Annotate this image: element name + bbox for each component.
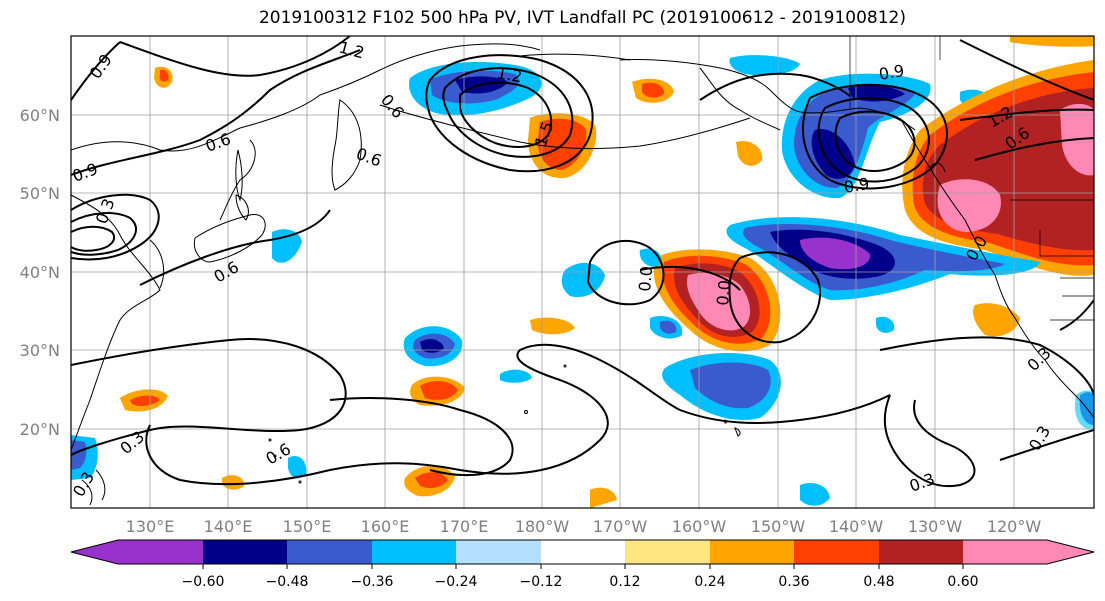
lon-label-160w: 160°W <box>672 517 727 536</box>
contour-label-16: 0.0 <box>713 279 734 306</box>
colorbar-tick-9: 0.48 <box>863 574 894 590</box>
map-frame <box>70 35 1095 509</box>
colorbar: −0.60 −0.48 −0.36 −0.24 −0.12 0.12 0.24 … <box>70 539 1095 590</box>
colorbar-tick-7: 0.24 <box>694 574 725 590</box>
lon-label-150w: 150°W <box>751 517 806 536</box>
lon-label-120w: 120°W <box>987 517 1042 536</box>
colorbar-max-extend <box>1047 540 1094 564</box>
colorbar-segment-10 <box>879 540 963 564</box>
longitude-labels: 130°E 140°E 150°E 160°E 170°E 180°W 170°… <box>126 517 1042 536</box>
contour-label-11: 0.9 <box>877 61 905 84</box>
colorbar-segment-9 <box>794 540 879 564</box>
colorbar-tick-1: −0.60 <box>182 574 225 590</box>
lon-label-130e: 130°E <box>126 517 175 536</box>
contour-label-15: 0.0 <box>635 265 656 292</box>
lon-label-130w: 130°W <box>908 517 963 536</box>
colorbar-segment-4 <box>372 540 456 564</box>
colorbar-tick-5: −0.12 <box>520 574 563 590</box>
pv-contours <box>71 36 1094 488</box>
colorbar-tick-4: −0.24 <box>435 574 478 590</box>
lat-label-40n: 40°N <box>20 263 60 282</box>
lon-label-160e: 160°E <box>361 517 410 536</box>
latitude-labels: 60°N 50°N 40°N 30°N 20°N <box>20 106 60 439</box>
contour-label-14: 0.9 <box>842 174 870 197</box>
colorbar-segment-6 <box>541 540 625 564</box>
colorbar-segment-7 <box>625 540 710 564</box>
colorbar-tick-6: 0.12 <box>609 574 640 590</box>
colorbar-min-extend <box>71 540 118 564</box>
contour-label-9: 1.2 <box>495 63 523 86</box>
lon-label-150e: 150°E <box>283 517 332 536</box>
colorbar-tick-8: 0.36 <box>778 574 809 590</box>
lon-label-140w: 140°W <box>829 517 884 536</box>
colorbar-segment-1 <box>118 540 203 564</box>
lon-label-170e: 170°E <box>440 517 489 536</box>
lat-label-50n: 50°N <box>20 184 60 203</box>
colorbar-tick-2: −0.48 <box>266 574 309 590</box>
colorbar-segment-11 <box>963 540 1047 564</box>
colorbar-tick-3: −0.36 <box>351 574 394 590</box>
colorbar-segment-3 <box>287 540 372 564</box>
lat-label-30n: 30°N <box>20 341 60 360</box>
colorbar-segment-8 <box>710 540 794 564</box>
lon-label-180w: 180°W <box>515 517 570 536</box>
lat-label-20n: 20°N <box>20 420 60 439</box>
lat-label-60n: 60°N <box>20 106 60 125</box>
lon-label-170w: 170°W <box>593 517 648 536</box>
colorbar-tick-10: 0.60 <box>947 574 978 590</box>
map-title: 2019100312 F102 500 hPa PV, IVT Landfall… <box>258 8 906 28</box>
colorbar-segment-2 <box>203 540 287 564</box>
lon-label-140e: 140°E <box>204 517 253 536</box>
colorbar-segment-5 <box>456 540 541 564</box>
coastlines <box>71 36 1094 506</box>
shaded-anomaly-fields <box>71 36 1094 508</box>
